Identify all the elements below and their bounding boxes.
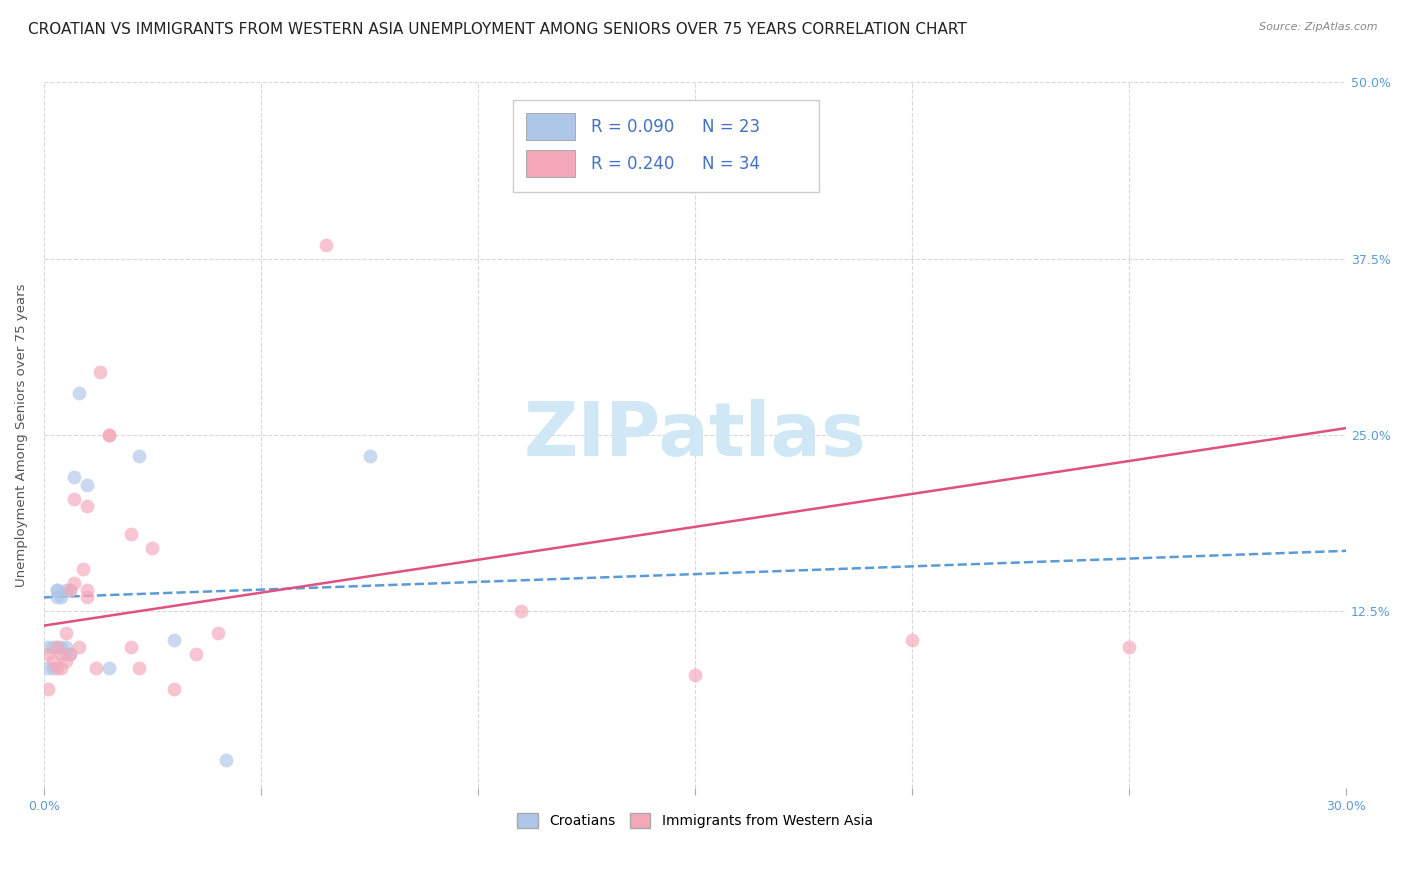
Text: ZIPatlas: ZIPatlas: [524, 399, 866, 472]
Point: [46, 661, 69, 675]
Point: [89, 365, 111, 379]
Point: [315, 237, 337, 252]
FancyBboxPatch shape: [526, 150, 575, 177]
Point: [1118, 640, 1140, 654]
Point: [46, 583, 69, 598]
Point: [901, 632, 924, 647]
Point: [215, 753, 238, 767]
Point: [41, 654, 63, 668]
Point: [76, 591, 98, 605]
Text: Source: ZipAtlas.com: Source: ZipAtlas.com: [1260, 22, 1378, 32]
Point: [41, 661, 63, 675]
Point: [59, 583, 82, 598]
Point: [120, 640, 142, 654]
Point: [55, 625, 77, 640]
Point: [37, 661, 59, 675]
Text: R = 0.240: R = 0.240: [591, 154, 675, 172]
Point: [59, 583, 82, 598]
Point: [59, 647, 82, 661]
Point: [46, 583, 69, 598]
Point: [51, 647, 73, 661]
Point: [141, 541, 163, 555]
Point: [163, 632, 186, 647]
Point: [184, 647, 207, 661]
Point: [37, 682, 59, 697]
Point: [98, 661, 121, 675]
Point: [76, 583, 98, 598]
Point: [128, 450, 150, 464]
Point: [51, 591, 73, 605]
Point: [84, 661, 107, 675]
FancyBboxPatch shape: [526, 113, 575, 140]
FancyBboxPatch shape: [513, 100, 818, 192]
Point: [46, 591, 69, 605]
Point: [46, 640, 69, 654]
Point: [37, 647, 59, 661]
Point: [55, 583, 77, 598]
Point: [51, 640, 73, 654]
Point: [51, 661, 73, 675]
Point: [359, 450, 381, 464]
Point: [510, 605, 533, 619]
Point: [63, 491, 86, 506]
Text: N = 34: N = 34: [702, 154, 759, 172]
Point: [41, 640, 63, 654]
Point: [55, 647, 77, 661]
Point: [67, 640, 90, 654]
Point: [98, 428, 121, 442]
Text: N = 23: N = 23: [702, 118, 759, 136]
Text: R = 0.090: R = 0.090: [591, 118, 673, 136]
Point: [683, 668, 706, 682]
Point: [46, 640, 69, 654]
Point: [63, 470, 86, 484]
Point: [55, 654, 77, 668]
Point: [59, 647, 82, 661]
Point: [76, 477, 98, 491]
Legend: Croatians, Immigrants from Western Asia: Croatians, Immigrants from Western Asia: [512, 808, 879, 834]
Point: [163, 682, 186, 697]
Point: [37, 640, 59, 654]
Point: [72, 562, 94, 576]
Point: [120, 527, 142, 541]
Point: [98, 428, 121, 442]
Point: [55, 640, 77, 654]
Point: [207, 625, 229, 640]
Point: [76, 499, 98, 513]
Text: CROATIAN VS IMMIGRANTS FROM WESTERN ASIA UNEMPLOYMENT AMONG SENIORS OVER 75 YEAR: CROATIAN VS IMMIGRANTS FROM WESTERN ASIA…: [28, 22, 967, 37]
Point: [67, 385, 90, 400]
Point: [63, 576, 86, 591]
Point: [128, 661, 150, 675]
Y-axis label: Unemployment Among Seniors over 75 years: Unemployment Among Seniors over 75 years: [15, 284, 28, 587]
